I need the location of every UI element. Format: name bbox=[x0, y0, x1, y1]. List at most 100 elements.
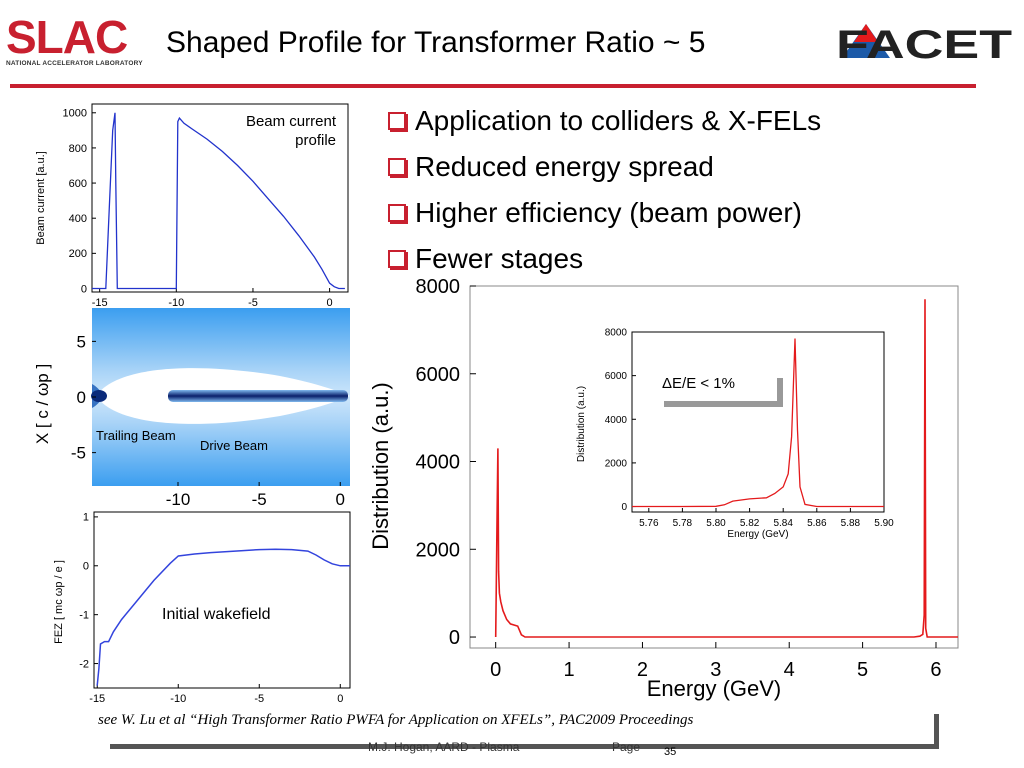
y-tick-label: 5 bbox=[77, 332, 86, 351]
y-tick-label: 8000 bbox=[605, 328, 628, 339]
annotation-box bbox=[656, 366, 778, 394]
y-tick-label: 200 bbox=[69, 248, 87, 260]
energy-inset-chart: 5.76 5.78 5.80 5.82 5.84 5.86 5.88 5.90 0 2000 400… bbox=[572, 320, 894, 544]
facet-logo: FACET bbox=[836, 23, 1012, 66]
slac-logo-text: SLAC bbox=[6, 11, 128, 63]
y-tick-label: 0 bbox=[83, 561, 89, 573]
y-tick-label: 400 bbox=[69, 213, 87, 225]
x-tick-label: -5 bbox=[254, 693, 264, 705]
x-tick-label: 0 bbox=[336, 490, 345, 509]
x-tick-label: 1 bbox=[564, 659, 575, 681]
x-tick-label: -10 bbox=[166, 490, 191, 509]
x-tick-label: 2 bbox=[637, 659, 648, 681]
y-tick-label: 0 bbox=[621, 502, 627, 513]
slac-logo-subtitle: NATIONAL ACCELERATOR LABORATORY bbox=[6, 60, 143, 67]
y-tick-label: 0 bbox=[449, 627, 460, 649]
y-tick-label: 2000 bbox=[416, 539, 461, 561]
x-tick-label: 3 bbox=[710, 659, 721, 681]
y-tick-label: -2 bbox=[79, 658, 89, 670]
chart-annotation: Beam current profile bbox=[246, 113, 336, 149]
y-tick-label: 0 bbox=[81, 283, 87, 295]
x-tick-label: 0 bbox=[337, 693, 343, 705]
bullet-text: Fewer stages bbox=[415, 243, 584, 274]
energy-distribution-line bbox=[494, 299, 958, 638]
x-tick-label: 5.84 bbox=[773, 518, 793, 529]
x-tick-label: -15 bbox=[92, 297, 108, 309]
chart-annotation: Initial wakefield bbox=[162, 606, 271, 623]
footer-author: M.J. Hogan, AARD - Plasma bbox=[368, 740, 520, 754]
bullet-item: Application to colliders & X-FELs bbox=[388, 98, 988, 144]
page-title: Shaped Profile for Transformer Ratio ~ 5 bbox=[166, 26, 706, 59]
y-tick-label: -1 bbox=[79, 610, 89, 622]
footer-bracket bbox=[110, 714, 939, 749]
beam-current-line bbox=[92, 112, 345, 290]
x-tick-label: 5.90 bbox=[874, 518, 894, 529]
x-tick-label: -15 bbox=[89, 693, 105, 705]
checkbox-bullet-icon bbox=[388, 250, 406, 268]
x-axis-label: Energy (GeV) bbox=[727, 529, 788, 540]
x-tick-label: -10 bbox=[168, 297, 184, 309]
y-tick-label: -5 bbox=[71, 444, 86, 463]
facet-logo-text: FACET bbox=[836, 23, 1012, 66]
x-tick-label: 5.76 bbox=[639, 518, 659, 529]
y-axis-label: Distribution (a.u.) bbox=[576, 386, 587, 462]
x-tick-label: -5 bbox=[248, 297, 258, 309]
footer-page-label: Page bbox=[612, 740, 641, 754]
x-tick-label: -5 bbox=[252, 490, 267, 509]
facet-spark-icon bbox=[854, 24, 878, 42]
y-tick-label: 0 bbox=[77, 388, 86, 407]
bullet-text: Reduced energy spread bbox=[415, 151, 714, 182]
x-tick-label: -10 bbox=[170, 693, 186, 705]
beam-current-chart: -15 -10 -5 0 0 200 400 600 800 1000 Beam current … bbox=[35, 103, 349, 309]
bullet-item: Higher efficiency (beam power) bbox=[388, 190, 988, 236]
x-tick-label: 5.78 bbox=[673, 518, 693, 529]
y-tick-label: 800 bbox=[69, 143, 87, 155]
slac-logo: SLAC NATIONAL ACCELERATOR LABORATORY bbox=[6, 14, 146, 70]
annotation-shadow bbox=[664, 378, 783, 407]
plasma-heatmap-chart: -10 -5 0 5 0 -5 X [ c / ωp ] Trailing Beam Dr… bbox=[33, 308, 350, 509]
bullet-list: Application to colliders & X-FELs Reduce… bbox=[388, 98, 988, 282]
x-tick-label: 6 bbox=[930, 659, 941, 681]
trailing-beam-label: Trailing Beam bbox=[96, 428, 176, 443]
trailing-beam-spot bbox=[91, 390, 107, 402]
y-tick-label: 600 bbox=[69, 178, 87, 190]
y-tick-label: 2000 bbox=[605, 458, 628, 469]
bullet-item: Reduced energy spread bbox=[388, 144, 988, 190]
y-tick-label: 6000 bbox=[416, 364, 461, 386]
y-axis-label: Distribution (a.u.) bbox=[368, 382, 393, 550]
x-tick-label: 5.80 bbox=[706, 518, 726, 529]
x-tick-label: 5.88 bbox=[841, 518, 861, 529]
x-tick-label: 5.86 bbox=[807, 518, 827, 529]
checkbox-bullet-icon bbox=[388, 112, 406, 130]
y-tick-label: 1 bbox=[83, 512, 89, 524]
y-tick-label: 4000 bbox=[605, 415, 628, 426]
wakefield-chart: -15 -10 -5 0 1 0 -1 -2 FEZ [ mc ωp / e ] Initia… bbox=[53, 511, 351, 705]
plot-frame bbox=[631, 331, 885, 513]
y-tick-label: 4000 bbox=[416, 452, 461, 474]
title-rule bbox=[10, 84, 976, 88]
wakefield-line bbox=[96, 548, 350, 686]
y-tick-label: 6000 bbox=[605, 371, 628, 382]
x-tick-label: 0 bbox=[490, 659, 501, 681]
x-tick-label: 0 bbox=[327, 297, 333, 309]
footer-citation: see W. Lu et al “High Transformer Ratio … bbox=[98, 712, 694, 728]
bullet-text: Higher efficiency (beam power) bbox=[415, 197, 802, 228]
bullet-text: Application to colliders & X-FELs bbox=[415, 105, 822, 136]
plot-frame bbox=[93, 511, 351, 689]
energy-inset-line bbox=[632, 338, 884, 508]
footer-page-number: 35 bbox=[664, 746, 677, 758]
bullet-item: Fewer stages bbox=[388, 236, 988, 282]
checkbox-bullet-icon bbox=[388, 158, 406, 176]
x-tick-label: 5.82 bbox=[740, 518, 760, 529]
y-tick-label: 1000 bbox=[63, 108, 87, 120]
x-axis-label: Energy (GeV) bbox=[647, 676, 782, 701]
checkbox-bullet-icon bbox=[388, 204, 406, 222]
y-tick-label: 8000 bbox=[416, 276, 461, 298]
x-tick-label: 4 bbox=[784, 659, 795, 681]
y-axis-label: Beam current [a.u.] bbox=[35, 151, 47, 245]
y-axis-label: FEZ [ mc ωp / e ] bbox=[53, 560, 65, 644]
chart-annotation: ΔE/E < 1% bbox=[662, 375, 735, 392]
x-tick-label: 5 bbox=[857, 659, 868, 681]
drive-beam bbox=[168, 390, 348, 402]
drive-beam-label: Drive Beam bbox=[200, 438, 268, 453]
